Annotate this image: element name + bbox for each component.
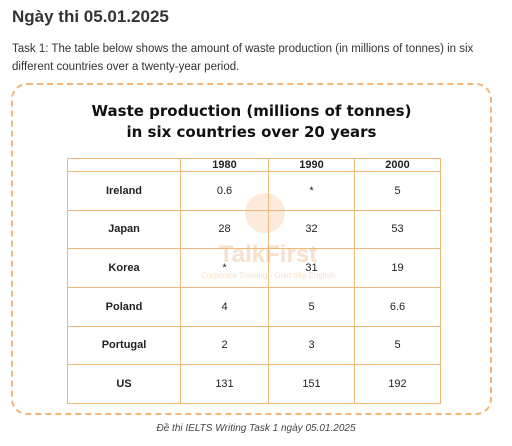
row-label: Ireland bbox=[67, 171, 181, 211]
table-cell: 0.6 bbox=[180, 171, 269, 211]
table-cell: 6.6 bbox=[354, 286, 441, 327]
table-row: Japan 28 32 53 bbox=[67, 209, 441, 250]
table-row: US 131 151 192 bbox=[67, 364, 441, 404]
table-row: Poland 4 5 6.6 bbox=[67, 286, 441, 327]
table-cell: 5 bbox=[354, 171, 441, 211]
row-label: US bbox=[67, 364, 181, 404]
table-cell: 5 bbox=[268, 286, 355, 327]
table-cell: 131 bbox=[180, 364, 269, 404]
table-cell: 5 bbox=[354, 325, 441, 366]
chart-title: Waste production (millions of tonnes) in… bbox=[13, 101, 490, 143]
table-cell: 32 bbox=[268, 209, 355, 250]
row-label: Korea bbox=[67, 248, 181, 288]
image-caption: Đề thi IELTS Writing Task 1 ngày 05.01.2… bbox=[156, 423, 356, 434]
table-row: Ireland 0.6 * 5 bbox=[67, 171, 441, 211]
chart-card: Waste production (millions of tonnes) in… bbox=[11, 83, 492, 415]
table-cell: 53 bbox=[354, 209, 441, 250]
column-header: 1990 bbox=[268, 158, 355, 172]
column-header: 1980 bbox=[180, 158, 269, 172]
row-label: Japan bbox=[67, 209, 181, 250]
table-cell: 31 bbox=[268, 248, 355, 288]
table-cell: * bbox=[180, 248, 269, 288]
table-cell: 4 bbox=[180, 286, 269, 327]
data-table: 1980 1990 2000 Ireland 0.6 * 5 Japan 28 32 53 Kore… bbox=[67, 158, 441, 404]
task-description: Task 1: The table below shows the amount… bbox=[12, 43, 474, 73]
column-header: 2000 bbox=[354, 158, 441, 172]
row-label: Poland bbox=[67, 286, 181, 327]
table-cell: 151 bbox=[268, 364, 355, 404]
table-cell: * bbox=[268, 171, 355, 211]
page-title: Ngày thi 05.01.2025 bbox=[12, 7, 169, 26]
table-cell: 19 bbox=[354, 248, 441, 288]
table-header-row: 1980 1990 2000 bbox=[67, 158, 441, 172]
row-label: Portugal bbox=[67, 325, 181, 366]
chart-title-line1: Waste production (millions of tonnes) bbox=[91, 102, 412, 120]
table-cell: 192 bbox=[354, 364, 441, 404]
table-corner-cell bbox=[67, 158, 181, 172]
table-cell: 3 bbox=[268, 325, 355, 366]
table-cell: 28 bbox=[180, 209, 269, 250]
table-row: Korea * 31 19 bbox=[67, 248, 441, 288]
table-cell: 2 bbox=[180, 325, 269, 366]
table-row: Portugal 2 3 5 bbox=[67, 325, 441, 366]
chart-title-line2: in six countries over 20 years bbox=[126, 123, 377, 141]
